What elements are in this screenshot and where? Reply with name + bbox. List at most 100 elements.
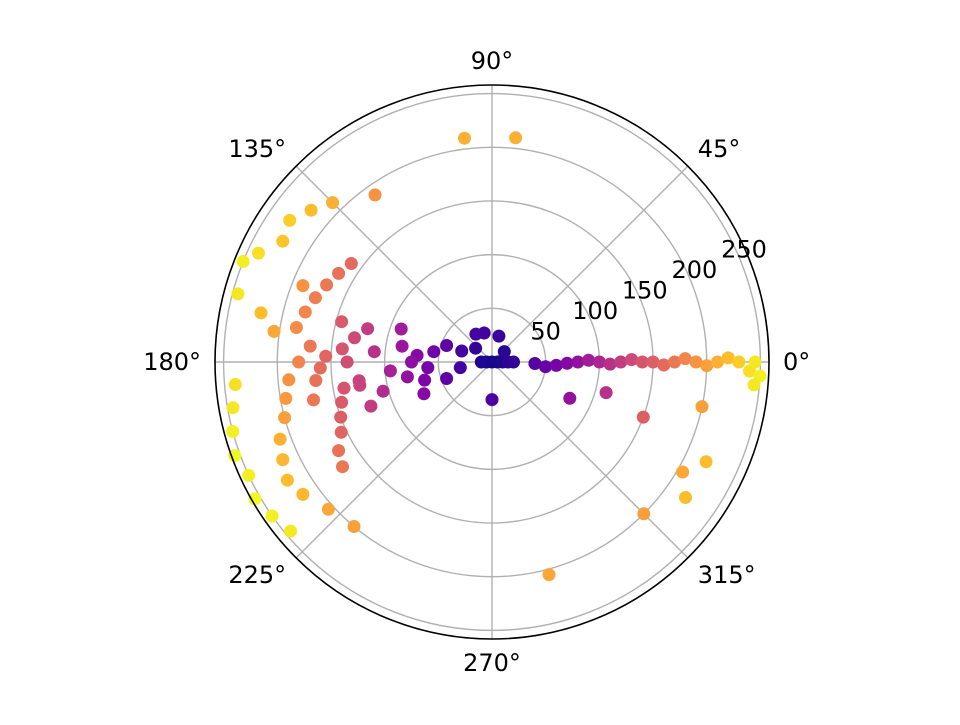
scatter-point (278, 411, 292, 425)
scatter-point (394, 322, 408, 336)
scatter-point (400, 370, 414, 384)
scatter-point (625, 353, 639, 367)
scatter-point (405, 355, 418, 369)
scatter-point (352, 374, 366, 388)
scatter-point (334, 425, 348, 439)
scatter-point (376, 384, 390, 398)
scatter-point (592, 355, 606, 369)
scatter-point (303, 339, 317, 353)
scatter-point (637, 507, 651, 521)
scatter-point (326, 196, 340, 210)
scatter-point (711, 355, 724, 369)
scatter-point (614, 355, 628, 369)
scatter-point (348, 331, 361, 345)
theta-gridline-225 (295, 361, 493, 559)
scatter-point (549, 358, 563, 372)
scatter-point (539, 360, 552, 374)
scatter-point (321, 502, 335, 516)
theta-tick-label: 225° (228, 561, 286, 589)
scatter-point (337, 381, 351, 395)
scatter-point (296, 487, 310, 501)
scatter-point (231, 287, 245, 301)
scatter-point (313, 361, 327, 375)
scatter-point (267, 324, 281, 338)
scatter-point (242, 468, 256, 482)
scatter-point (226, 425, 240, 438)
theta-gridline-45 (491, 165, 689, 363)
scatter-point (254, 306, 268, 320)
r-tick-label: 100 (572, 297, 618, 325)
scatter-point (361, 322, 375, 336)
scatter-point (440, 372, 454, 385)
scatter-point (455, 344, 469, 358)
scatter-point (689, 355, 703, 369)
scatter-point (474, 355, 488, 369)
scatter-point (571, 355, 585, 369)
r-tick-label: 200 (671, 256, 717, 284)
scatter-point (395, 339, 409, 353)
scatter-point (335, 315, 349, 329)
scatter-point (748, 355, 762, 369)
scatter-point (367, 345, 381, 359)
scatter-point (458, 131, 471, 145)
scatter-point (307, 393, 320, 407)
scatter-point (563, 391, 577, 405)
theta-tick-label: 45° (698, 135, 741, 163)
scatter-point (676, 465, 690, 479)
scatter-point (599, 386, 613, 400)
scatter-point (679, 491, 692, 504)
scatter-point (699, 455, 713, 469)
scatter-point (335, 395, 349, 409)
scatter-point (336, 460, 349, 474)
r-tick-label: 250 (721, 235, 767, 263)
scatter-point (668, 355, 681, 369)
scatter-point (284, 524, 297, 538)
scatter-point (332, 266, 346, 280)
scatter-point (636, 410, 650, 424)
scatter-point (296, 279, 310, 293)
scatter-point (289, 321, 303, 334)
r-tick-label: 150 (622, 276, 668, 304)
scatter-point (252, 246, 265, 260)
scatter-point (276, 453, 290, 467)
r-tick-label: 50 (530, 318, 561, 346)
scatter-point (340, 355, 354, 369)
scatter-point (273, 432, 287, 446)
scatter-point (695, 400, 709, 414)
polar-frame (214, 84, 770, 640)
scatter-point (334, 410, 348, 424)
scatter-point (469, 341, 483, 355)
theta-tick-label: 135° (228, 135, 286, 163)
scatter-point (236, 255, 250, 268)
scatter-point (528, 357, 542, 370)
scatter-point (469, 327, 483, 341)
scatter-point (292, 355, 306, 369)
scatter-point (280, 473, 294, 487)
scatter-point (657, 358, 671, 372)
scatter-point (582, 353, 596, 367)
scatter-point (721, 351, 735, 365)
theta-gridline-135 (295, 165, 493, 363)
scatter-point (265, 509, 279, 523)
scatter-point (304, 203, 318, 217)
theta-tick-label: 270° (463, 649, 521, 677)
scatter-point (226, 401, 240, 415)
scatter-point (309, 374, 323, 387)
scatter-point (678, 352, 692, 366)
scatter-point (418, 373, 432, 387)
scatter-point (283, 213, 297, 227)
scatter-point (440, 339, 454, 352)
scatter-point (747, 378, 761, 392)
scatter-point (279, 391, 293, 405)
scatter-point (332, 444, 346, 458)
scatter-point (485, 393, 499, 407)
scatter-point (635, 355, 649, 369)
scatter-point (276, 234, 290, 248)
scatter-point (700, 359, 714, 373)
scatter-point (320, 278, 334, 292)
scatter-point (509, 131, 523, 145)
scatter-point (298, 305, 312, 319)
scatter-point (507, 355, 520, 369)
scatter-point (383, 364, 397, 378)
